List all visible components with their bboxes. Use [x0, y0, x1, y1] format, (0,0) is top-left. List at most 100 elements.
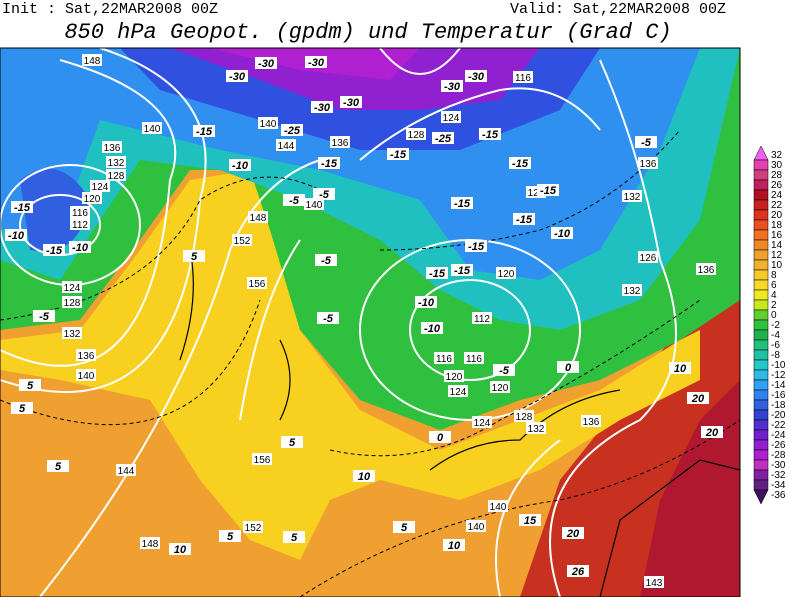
geopotential-label: 148 — [250, 213, 267, 224]
geopotential-label: 140 — [468, 522, 485, 533]
temperature-label-box — [465, 70, 487, 82]
geopotential-label-box — [276, 139, 296, 151]
geopotential-label-box — [90, 180, 110, 192]
geopotential-label-box — [106, 156, 126, 168]
colorbar-label: 4 — [771, 290, 777, 301]
colorbar-swatch — [753, 399, 769, 411]
geopotential-label: 132 — [624, 192, 641, 203]
colorbar-swatch — [753, 419, 769, 431]
temperature-label-box — [387, 148, 409, 160]
colorbar-label: -34 — [771, 480, 786, 491]
temperature-label-box — [281, 124, 303, 136]
temperature-label: -5 — [499, 365, 510, 377]
temperature-label: -15 — [46, 245, 63, 257]
geopotential-label-box — [82, 54, 102, 66]
colorbar-label: -30 — [771, 460, 786, 471]
colorbar-swatch — [753, 339, 769, 351]
temperature-label-box — [509, 157, 531, 169]
temperature-label-box — [421, 322, 443, 334]
geopotential-label-box — [696, 263, 716, 275]
colorbar-swatch — [753, 299, 769, 311]
colorbar-swatch — [753, 369, 769, 381]
temperature-label: -10 — [554, 228, 571, 240]
temperature-label: -15 — [321, 158, 338, 170]
temperature-label-box — [69, 241, 91, 253]
colorbar-swatch — [753, 289, 769, 301]
geopotential-label: 126 — [640, 253, 657, 264]
geopotential-label-box — [82, 192, 102, 204]
colorbar-label: 8 — [771, 270, 777, 281]
temperature-label-box — [219, 530, 241, 542]
geopotential-label-box — [472, 312, 492, 324]
temperature-label: 20 — [705, 427, 719, 439]
geopotential-label: 128 — [64, 298, 81, 309]
colorbar-swatch — [753, 449, 769, 461]
geopotential-label: 128 — [408, 130, 425, 141]
geopotential-label: 120 — [84, 194, 101, 205]
geopotential-label: 128 — [516, 412, 533, 423]
geopotential-label: 124 — [474, 418, 491, 429]
colorbar-label: 24 — [771, 190, 783, 201]
temperature-label: 5 — [55, 461, 62, 473]
geopotential-label-box — [330, 136, 350, 148]
geopotential-label: 124 — [450, 387, 467, 398]
temperature-label-box — [11, 201, 33, 213]
temperature-label-box — [226, 70, 248, 82]
temperature-label: -15 — [512, 158, 529, 170]
temperature-label-box — [340, 96, 362, 108]
geopotential-label: 152 — [245, 523, 262, 534]
temperature-label: 5 — [27, 380, 34, 392]
geopotential-label: 144 — [278, 141, 295, 152]
colorbar-label: -22 — [771, 420, 786, 431]
temperature-label-box — [687, 392, 709, 404]
colorbar-swatch — [753, 169, 769, 181]
temperature-label: -30 — [308, 57, 325, 69]
colorbar-swatch — [753, 269, 769, 281]
temperature-label: 20 — [566, 528, 580, 540]
geopotential-label-box — [644, 576, 664, 588]
temperature-label-box — [441, 80, 463, 92]
geopotential-label: 144 — [118, 466, 135, 477]
geopotential-label-box — [490, 381, 510, 393]
geopotential-label-box — [622, 284, 642, 296]
temperature-label-box — [415, 296, 437, 308]
colorbar-swatch — [753, 409, 769, 421]
geopotential-label: 128 — [108, 171, 125, 182]
geopotential-label-box — [140, 537, 160, 549]
colorbar-label: 18 — [771, 220, 783, 231]
temperature-label-box — [465, 240, 487, 252]
temperature-label-box — [313, 188, 335, 200]
temperature-label: -5 — [39, 311, 50, 323]
temperature-label-box — [537, 184, 559, 196]
colorbar-swatch — [753, 229, 769, 241]
temperature-label: 5 — [289, 437, 296, 449]
temperature-label: 26 — [571, 566, 585, 578]
geopotential-label: 136 — [104, 143, 121, 154]
temperature-label: 10 — [174, 544, 187, 556]
geopotential-label-box — [526, 422, 546, 434]
geopotential-label-box — [102, 141, 122, 153]
coastlines — [179, 249, 740, 597]
temperature-label-box — [305, 56, 327, 68]
colorbar-swatch — [753, 179, 769, 191]
temperature-label: 20 — [691, 393, 705, 405]
geopotential-label: 136 — [583, 417, 600, 428]
geopotential-label: 140 — [306, 200, 323, 211]
geopotential-label: 120 — [528, 188, 545, 199]
colorbar-label: -8 — [771, 350, 780, 361]
geopotential-label-box — [638, 157, 658, 169]
temperature-label: 0 — [437, 432, 444, 444]
temperature-label-box — [33, 310, 55, 322]
geopotential-label: 124 — [443, 113, 460, 124]
geopotential-label: 116 — [515, 73, 531, 84]
temperature-label: 5 — [227, 531, 234, 543]
colorbar-label: 6 — [771, 280, 777, 291]
geopotential-label-box — [304, 198, 324, 210]
temperature-label: -15 — [454, 198, 471, 210]
temperature-label-box — [317, 312, 339, 324]
geopotential-label-box — [466, 520, 486, 532]
colorbar-swatch — [753, 349, 769, 361]
colorbar-swatch — [753, 249, 769, 261]
geopotential-label-box — [106, 169, 126, 181]
colorbar-label: -24 — [771, 430, 786, 441]
